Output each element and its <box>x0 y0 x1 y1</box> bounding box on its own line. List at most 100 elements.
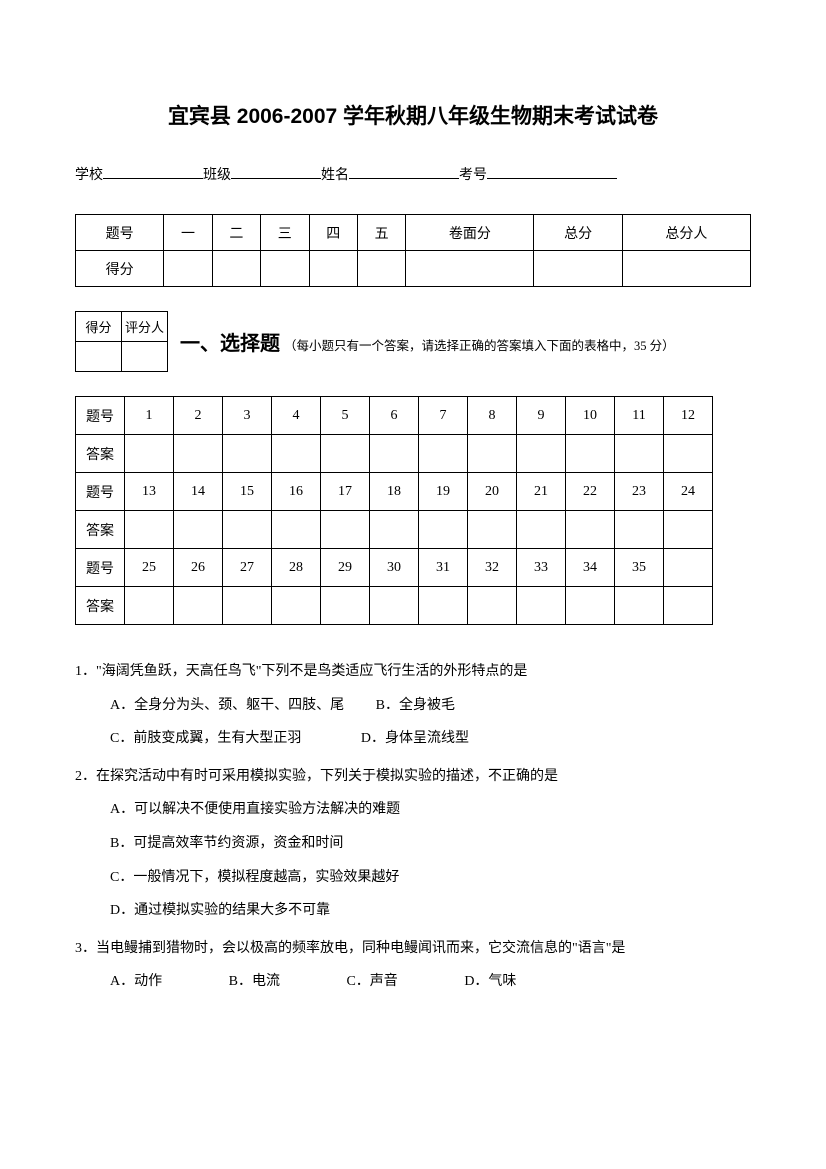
question-1: 1．"海阔凭鱼跃，天高任鸟飞"下列不是鸟类适应飞行生活的外形特点的是 A．全身分… <box>75 655 751 756</box>
cell[interactable] <box>615 587 664 625</box>
option-d: D．气味 <box>464 965 516 999</box>
cell: 14 <box>174 473 223 511</box>
cell: 16 <box>272 473 321 511</box>
name-blank[interactable] <box>349 165 459 179</box>
cell[interactable] <box>566 435 615 473</box>
cell[interactable] <box>321 511 370 549</box>
school-label: 学校 <box>75 164 103 184</box>
cell[interactable] <box>321 587 370 625</box>
cell[interactable] <box>566 587 615 625</box>
cell[interactable] <box>272 511 321 549</box>
examno-blank[interactable] <box>487 165 617 179</box>
cell[interactable] <box>517 435 566 473</box>
cell: 23 <box>615 473 664 511</box>
cell[interactable] <box>566 511 615 549</box>
cell[interactable] <box>309 251 357 287</box>
cell[interactable] <box>223 511 272 549</box>
cell[interactable] <box>261 251 309 287</box>
option-b: B．全身被毛 <box>376 689 455 723</box>
cell[interactable] <box>419 435 468 473</box>
cell: 答案 <box>76 435 125 473</box>
option-c: C．前肢变成翼，生有大型正羽 <box>110 722 301 756</box>
score-summary-table: 题号 一 二 三 四 五 卷面分 总分 总分人 得分 <box>75 214 751 287</box>
cell: 4 <box>272 397 321 435</box>
cell[interactable] <box>664 587 713 625</box>
cell[interactable] <box>321 435 370 473</box>
class-blank[interactable] <box>231 165 321 179</box>
cell[interactable] <box>664 435 713 473</box>
cell[interactable] <box>125 435 174 473</box>
cell[interactable] <box>125 587 174 625</box>
cell: 总分 <box>534 215 622 251</box>
exam-page: 宜宾县 2006-2007 学年秋期八年级生物期末考试试卷 学校 班级 姓名 考… <box>0 0 826 1063</box>
question-options: A．全身分为头、颈、躯干、四肢、尾 B．全身被毛 C．前肢变成翼，生有大型正羽 … <box>75 689 751 756</box>
cell[interactable] <box>615 511 664 549</box>
score-mini-table: 得分 评分人 <box>75 311 168 372</box>
cell[interactable] <box>406 251 534 287</box>
cell: 22 <box>566 473 615 511</box>
cell: 得分 <box>76 251 164 287</box>
table-row: 答案 <box>76 587 713 625</box>
cell[interactable] <box>212 251 260 287</box>
section-title: 一、选择题 <box>180 333 280 355</box>
cell: 34 <box>566 549 615 587</box>
cell: 32 <box>468 549 517 587</box>
table-row: 答案 <box>76 435 713 473</box>
cell[interactable] <box>164 251 212 287</box>
cell[interactable] <box>419 587 468 625</box>
cell[interactable] <box>125 511 174 549</box>
cell[interactable] <box>174 511 223 549</box>
cell[interactable] <box>517 511 566 549</box>
cell[interactable] <box>370 435 419 473</box>
cell: 2 <box>174 397 223 435</box>
cell[interactable] <box>370 511 419 549</box>
cell: 8 <box>468 397 517 435</box>
cell[interactable] <box>615 435 664 473</box>
cell[interactable] <box>223 587 272 625</box>
cell: 24 <box>664 473 713 511</box>
cell: 33 <box>517 549 566 587</box>
cell[interactable] <box>419 511 468 549</box>
cell: 17 <box>321 473 370 511</box>
option-a: A．全身分为头、颈、躯干、四肢、尾 <box>110 689 344 723</box>
question-stem: 1．"海阔凭鱼跃，天高任鸟飞"下列不是鸟类适应飞行生活的外形特点的是 <box>75 655 751 689</box>
cell[interactable] <box>664 511 713 549</box>
option-b: B．可提高效率节约资源，资金和时间 <box>110 827 751 861</box>
cell: 题号 <box>76 549 125 587</box>
cell[interactable] <box>468 435 517 473</box>
cell[interactable] <box>223 435 272 473</box>
cell: 9 <box>517 397 566 435</box>
cell: 卷面分 <box>406 215 534 251</box>
cell[interactable] <box>272 587 321 625</box>
school-blank[interactable] <box>103 165 203 179</box>
cell[interactable] <box>357 251 405 287</box>
cell: 3 <box>223 397 272 435</box>
cell: 答案 <box>76 587 125 625</box>
cell[interactable] <box>174 587 223 625</box>
cell[interactable] <box>76 342 122 372</box>
cell: 五 <box>357 215 405 251</box>
cell[interactable] <box>370 587 419 625</box>
table-row: 得分 <box>76 251 751 287</box>
cell[interactable] <box>534 251 622 287</box>
cell: 评分人 <box>122 312 168 342</box>
cell[interactable] <box>174 435 223 473</box>
cell[interactable] <box>517 587 566 625</box>
cell: 得分 <box>76 312 122 342</box>
cell: 35 <box>615 549 664 587</box>
section-heading-wrap: 一、选择题 （每小题只有一个答案，请选择正确的答案填入下面的表格中，35 分） <box>180 327 675 356</box>
cell: 31 <box>419 549 468 587</box>
cell[interactable] <box>468 511 517 549</box>
cell[interactable] <box>622 251 750 287</box>
cell: 15 <box>223 473 272 511</box>
name-label: 姓名 <box>321 164 349 184</box>
section-header-row: 得分 评分人 一、选择题 （每小题只有一个答案，请选择正确的答案填入下面的表格中… <box>75 311 751 372</box>
option-d: D．身体呈流线型 <box>361 722 469 756</box>
section-note: （每小题只有一个答案，请选择正确的答案填入下面的表格中，35 分） <box>284 339 675 353</box>
cell: 25 <box>125 549 174 587</box>
cell[interactable] <box>272 435 321 473</box>
cell[interactable] <box>468 587 517 625</box>
cell: 5 <box>321 397 370 435</box>
cell: 10 <box>566 397 615 435</box>
cell[interactable] <box>122 342 168 372</box>
